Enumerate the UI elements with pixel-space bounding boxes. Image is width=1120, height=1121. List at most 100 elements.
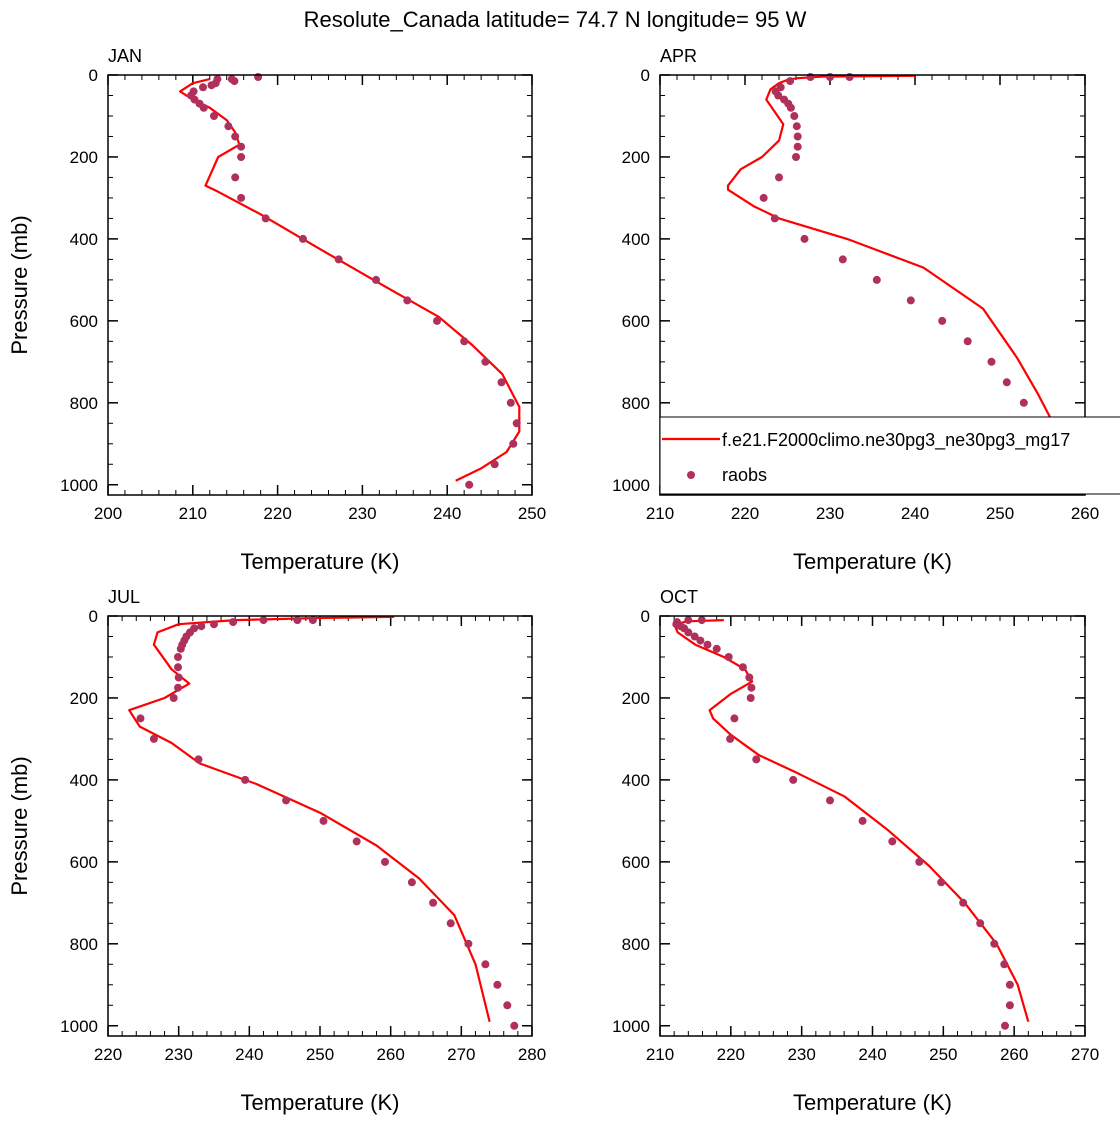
raobs-point (738, 663, 747, 672)
raobs-point (774, 91, 783, 100)
raobs-point (254, 73, 263, 81)
plot-frame (107, 615, 533, 1037)
x-tick-label: 220 (263, 504, 291, 523)
panel-label: APR (660, 46, 697, 66)
raobs-point (229, 618, 238, 627)
raobs-point (724, 653, 733, 661)
panel-apr: 210 220 230 240 250 260 0 200 400 600 800 1000 APR Te… (612, 46, 1099, 574)
raobs-point (937, 878, 946, 887)
legend-obs-label: raobs (722, 465, 767, 485)
raobs-point (174, 663, 182, 672)
legend-box (659, 416, 1120, 495)
raobs-point (1019, 398, 1028, 407)
y-tick-label: 200 (622, 148, 650, 167)
raobs-point (381, 857, 389, 866)
model-profile-line (726, 74, 1057, 488)
raobs-point (352, 837, 361, 846)
x-tick-label: 200 (94, 504, 122, 523)
raobs-point (684, 628, 693, 637)
y-tick-label: 600 (622, 312, 650, 331)
y-tick-label: 200 (70, 689, 98, 708)
raobs-point (1005, 1001, 1014, 1010)
x-tick-label: 240 (235, 1045, 263, 1064)
raobs-point (990, 939, 999, 948)
y-tick-label: 400 (70, 771, 98, 790)
y-tick-label: 0 (641, 66, 650, 85)
raobs-point (1002, 378, 1011, 387)
x-tick-label: 250 (986, 504, 1014, 523)
raobs-point (959, 898, 968, 907)
raobs-point (976, 919, 985, 928)
raobs-point (174, 653, 182, 661)
y-tick-label: 1000 (60, 476, 98, 495)
raobs-point (433, 316, 441, 325)
y-tick-label: 0 (89, 607, 98, 626)
raobs-point (227, 75, 236, 84)
raobs-point (261, 214, 270, 223)
raobs-point (509, 439, 518, 448)
x-tick-label: 220 (94, 1045, 122, 1064)
panel-label: OCT (660, 587, 698, 607)
raobs-point (510, 1021, 519, 1030)
raobs-point (838, 255, 847, 264)
y-tick-label: 1000 (612, 476, 650, 495)
y-axis-label: Pressure (mb) (7, 756, 32, 895)
raobs-point (372, 275, 380, 284)
raobs-point (460, 337, 469, 346)
raobs-point (481, 960, 490, 969)
x-tick-label: 210 (646, 504, 674, 523)
x-tick-label: 210 (179, 504, 207, 523)
legend: f.e21.F2000climo.ne30pg3_ne30pg3_mg17rao… (659, 416, 1120, 495)
x-tick-label: 220 (717, 1045, 745, 1064)
raobs-point (1000, 960, 1009, 969)
model-profile-line (673, 619, 1030, 1023)
raobs-point (197, 622, 206, 631)
raobs-point (786, 103, 795, 112)
raobs-point (696, 636, 705, 645)
raobs-point (938, 316, 947, 325)
raobs-point (775, 173, 783, 182)
raobs-point (174, 673, 183, 682)
panel-label: JUL (108, 587, 140, 607)
raobs-point (512, 419, 521, 428)
x-tick-label: 270 (447, 1045, 475, 1064)
plot-frame (659, 615, 1086, 1037)
legend-model-label: f.e21.F2000climo.ne30pg3_ne30pg3_mg17 (722, 430, 1070, 451)
raobs-point (429, 898, 438, 907)
legend-obs-swatch (687, 471, 695, 479)
raobs-point (237, 193, 246, 202)
raobs-point (759, 193, 768, 202)
y-tick-label: 600 (70, 312, 98, 331)
raobs-point (726, 734, 735, 743)
raobs-point (826, 796, 834, 805)
raobs-point (210, 620, 218, 629)
y-tick-label: 800 (622, 935, 650, 954)
figure-title: Resolute_Canada latitude= 74.7 N longitu… (304, 7, 807, 32)
raobs-point (845, 73, 854, 81)
raobs-point (730, 714, 739, 723)
model-profile-line (179, 78, 521, 482)
raobs-point (790, 112, 799, 120)
panel-label: JAN (108, 46, 142, 66)
raobs-point (282, 796, 291, 805)
x-tick-label: 230 (787, 1045, 815, 1064)
raobs-point (793, 142, 802, 151)
raobs-point (481, 357, 490, 366)
y-tick-label: 0 (89, 66, 98, 85)
x-tick-label: 260 (1071, 504, 1099, 523)
raobs-point (407, 878, 416, 887)
raobs-point (319, 816, 328, 825)
x-tick-label: 250 (306, 1045, 334, 1064)
raobs-point (712, 644, 721, 653)
y-tick-label: 800 (70, 935, 98, 954)
raobs-point (506, 398, 515, 407)
y-tick-label: 800 (622, 394, 650, 413)
x-tick-label: 240 (433, 504, 461, 523)
raobs-point (493, 980, 502, 989)
x-tick-label: 280 (518, 1045, 546, 1064)
raobs-point (963, 337, 972, 346)
y-tick-label: 1000 (612, 1017, 650, 1036)
raobs-point (334, 255, 343, 264)
y-tick-label: 0 (641, 607, 650, 626)
